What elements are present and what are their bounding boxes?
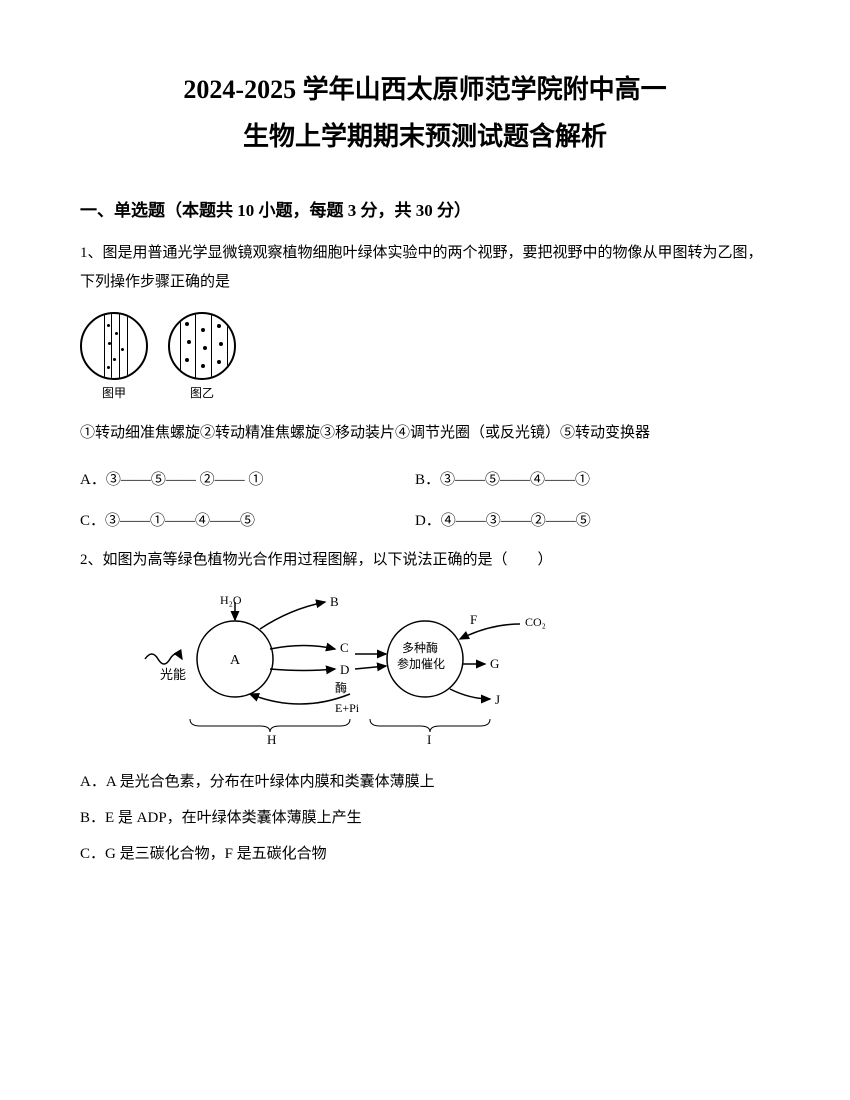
q1-opt-a: A．③——⑤—— ②—— ① [80,464,411,497]
label-yi: 图乙 [190,384,214,401]
label-B: B [330,594,339,609]
label-H2O: H₂O [220,594,242,607]
cells-yi [180,314,228,378]
q1-text: 图是用普通光学显微镜观察植物细胞叶绿体实验中的两个视野，要把视野中的物像从甲图转… [80,245,763,290]
question-2: 2、如图为高等绿色植物光合作用过程图解，以下说法正确的是（ ） [80,546,770,575]
q1-opt-c: C．③——①——④——⑤ [80,505,411,538]
view-jia: 图甲 [80,312,148,401]
q1-opt-d: D．④——③——②——⑤ [415,505,746,538]
label-EPi: E+Pi [335,701,360,715]
label-D: D [340,662,349,677]
q1-opt-b: B．③——⑤——④——① [415,464,746,497]
label-small-enzyme: 酶 [335,680,347,695]
question-1: 1、图是用普通光学显微镜观察植物细胞叶绿体实验中的两个视野，要把视野中的物像从甲… [80,239,770,296]
label-G: G [490,656,499,671]
q2-text: 如图为高等绿色植物光合作用过程图解，以下说法正确的是（ ） [103,552,553,568]
q2-diagram: 光能 A H₂O B C D 酶 E+Pi 多种酶 参加催化 [140,594,560,744]
label-A: A [230,653,241,668]
q1-figure: 图甲 图乙 [80,312,770,401]
title-line1: 2024-2025 学年山西太原师范学院附中高一 [80,70,770,109]
q2-number: 2、 [80,552,103,568]
label-J: J [495,692,500,707]
label-F: F [470,612,477,627]
q1-options-ab: A．③——⑤—— ②—— ① B．③——⑤——④——① [80,464,770,497]
q1-steps: ①转动细准焦螺旋②转动精准焦螺旋③移动装片④调节光圈（或反光镜）⑤转动变换器 [80,419,770,448]
label-H: H [267,732,276,744]
photosynthesis-diagram: 光能 A H₂O B C D 酶 E+Pi 多种酶 参加催化 [140,594,560,744]
q1-number: 1、 [80,245,103,261]
view-yi: 图乙 [168,312,236,401]
label-I: I [427,732,431,744]
label-C: C [340,640,349,655]
label-enzyme2: 参加催化 [397,656,445,671]
q2-options: A．A 是光合色素，分布在叶绿体内膜和类囊体薄膜上 B．E 是 ADP，在叶绿体… [80,764,770,872]
q2-opt-a: A．A 是光合色素，分布在叶绿体内膜和类囊体薄膜上 [80,764,770,800]
label-light: 光能 [160,667,186,682]
label-jia: 图甲 [102,384,126,401]
circle-jia [80,312,148,380]
q2-opt-b: B．E 是 ADP，在叶绿体类囊体薄膜上产生 [80,800,770,836]
q1-options-cd: C．③——①——④——⑤ D．④——③——②——⑤ [80,505,770,538]
label-enzyme1: 多种酶 [402,640,438,655]
title-line2: 生物上学期期末预测试题含解析 [80,117,770,156]
circle-yi [168,312,236,380]
section-1-header: 一、单选题（本题共 10 小题，每题 3 分，共 30 分） [80,196,770,221]
cells-jia [104,314,128,378]
label-CO2: CO₂ [525,615,546,629]
q2-opt-c: C．G 是三碳化合物，F 是五碳化合物 [80,836,770,872]
